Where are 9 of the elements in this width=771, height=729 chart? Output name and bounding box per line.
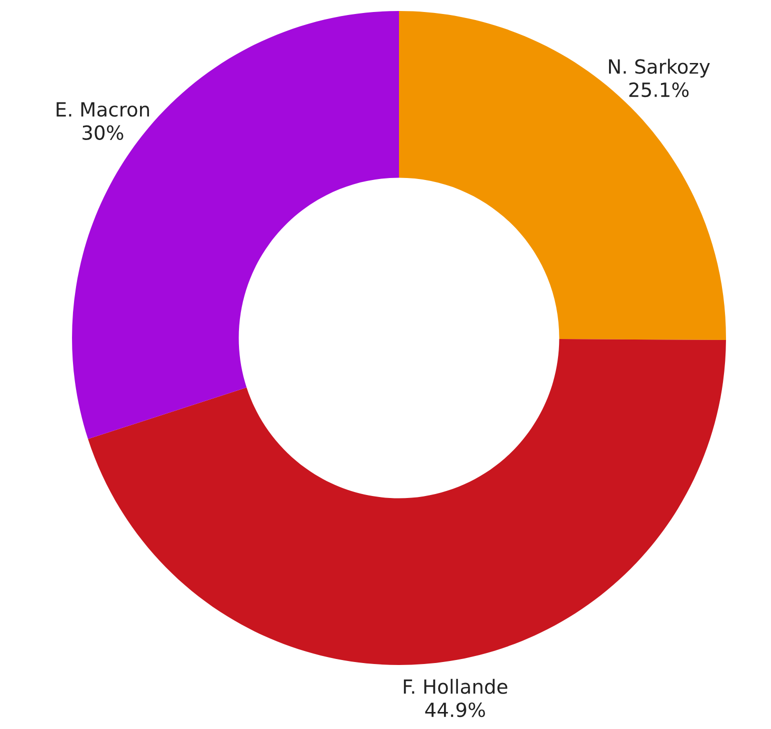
donut-slice <box>88 339 726 665</box>
data-label: 30% <box>82 125 124 140</box>
data-label: 25.1% <box>629 82 689 98</box>
slice-label: F. Hollande <box>404 678 508 694</box>
data-label: 44.9% <box>425 702 485 718</box>
slice-label: E. Macron <box>56 102 149 117</box>
donut-slice <box>72 11 399 440</box>
donut-slice <box>399 11 726 340</box>
slice-label: N. Sarkozy <box>609 58 710 78</box>
